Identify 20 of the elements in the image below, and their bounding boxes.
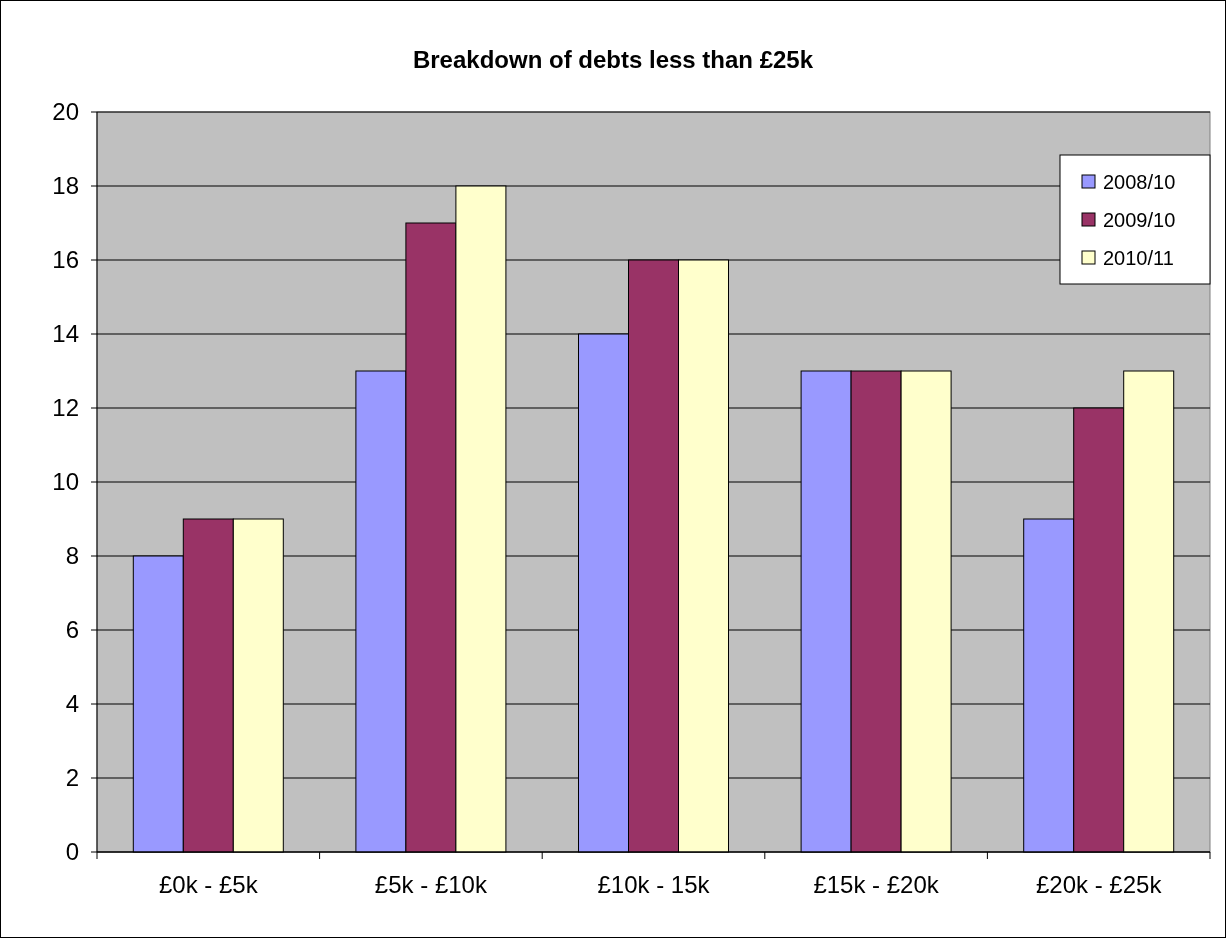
y-tick-label: 14	[52, 320, 79, 348]
x-tick-label: £0k - £5k	[158, 871, 259, 898]
y-tick-label: 2	[65, 764, 79, 792]
y-tick-label: 16	[52, 246, 79, 274]
y-tick-label: 12	[52, 394, 79, 422]
y-tick-label: 6	[65, 616, 79, 644]
y-tick-label: 4	[65, 690, 79, 718]
legend-label: 2008/10	[1103, 171, 1176, 193]
x-tick-label: £10k - 15k	[597, 871, 711, 898]
x-tick-label: £20k - £25k	[1035, 871, 1163, 898]
y-tick-label: 18	[52, 172, 79, 200]
legend-label: 2010/11	[1103, 247, 1174, 269]
y-tick-label: 0	[65, 838, 79, 866]
x-tick-label: £5k - £10k	[374, 871, 488, 898]
y-tick-label: 20	[52, 98, 79, 126]
y-tick-label: 10	[52, 468, 79, 496]
chart-title: Breakdown of debts less than £25k	[412, 46, 814, 73]
y-tick-label: 8	[65, 542, 79, 570]
x-tick-label: £15k - £20k	[813, 871, 940, 898]
legend-label: 2009/10	[1103, 209, 1176, 231]
